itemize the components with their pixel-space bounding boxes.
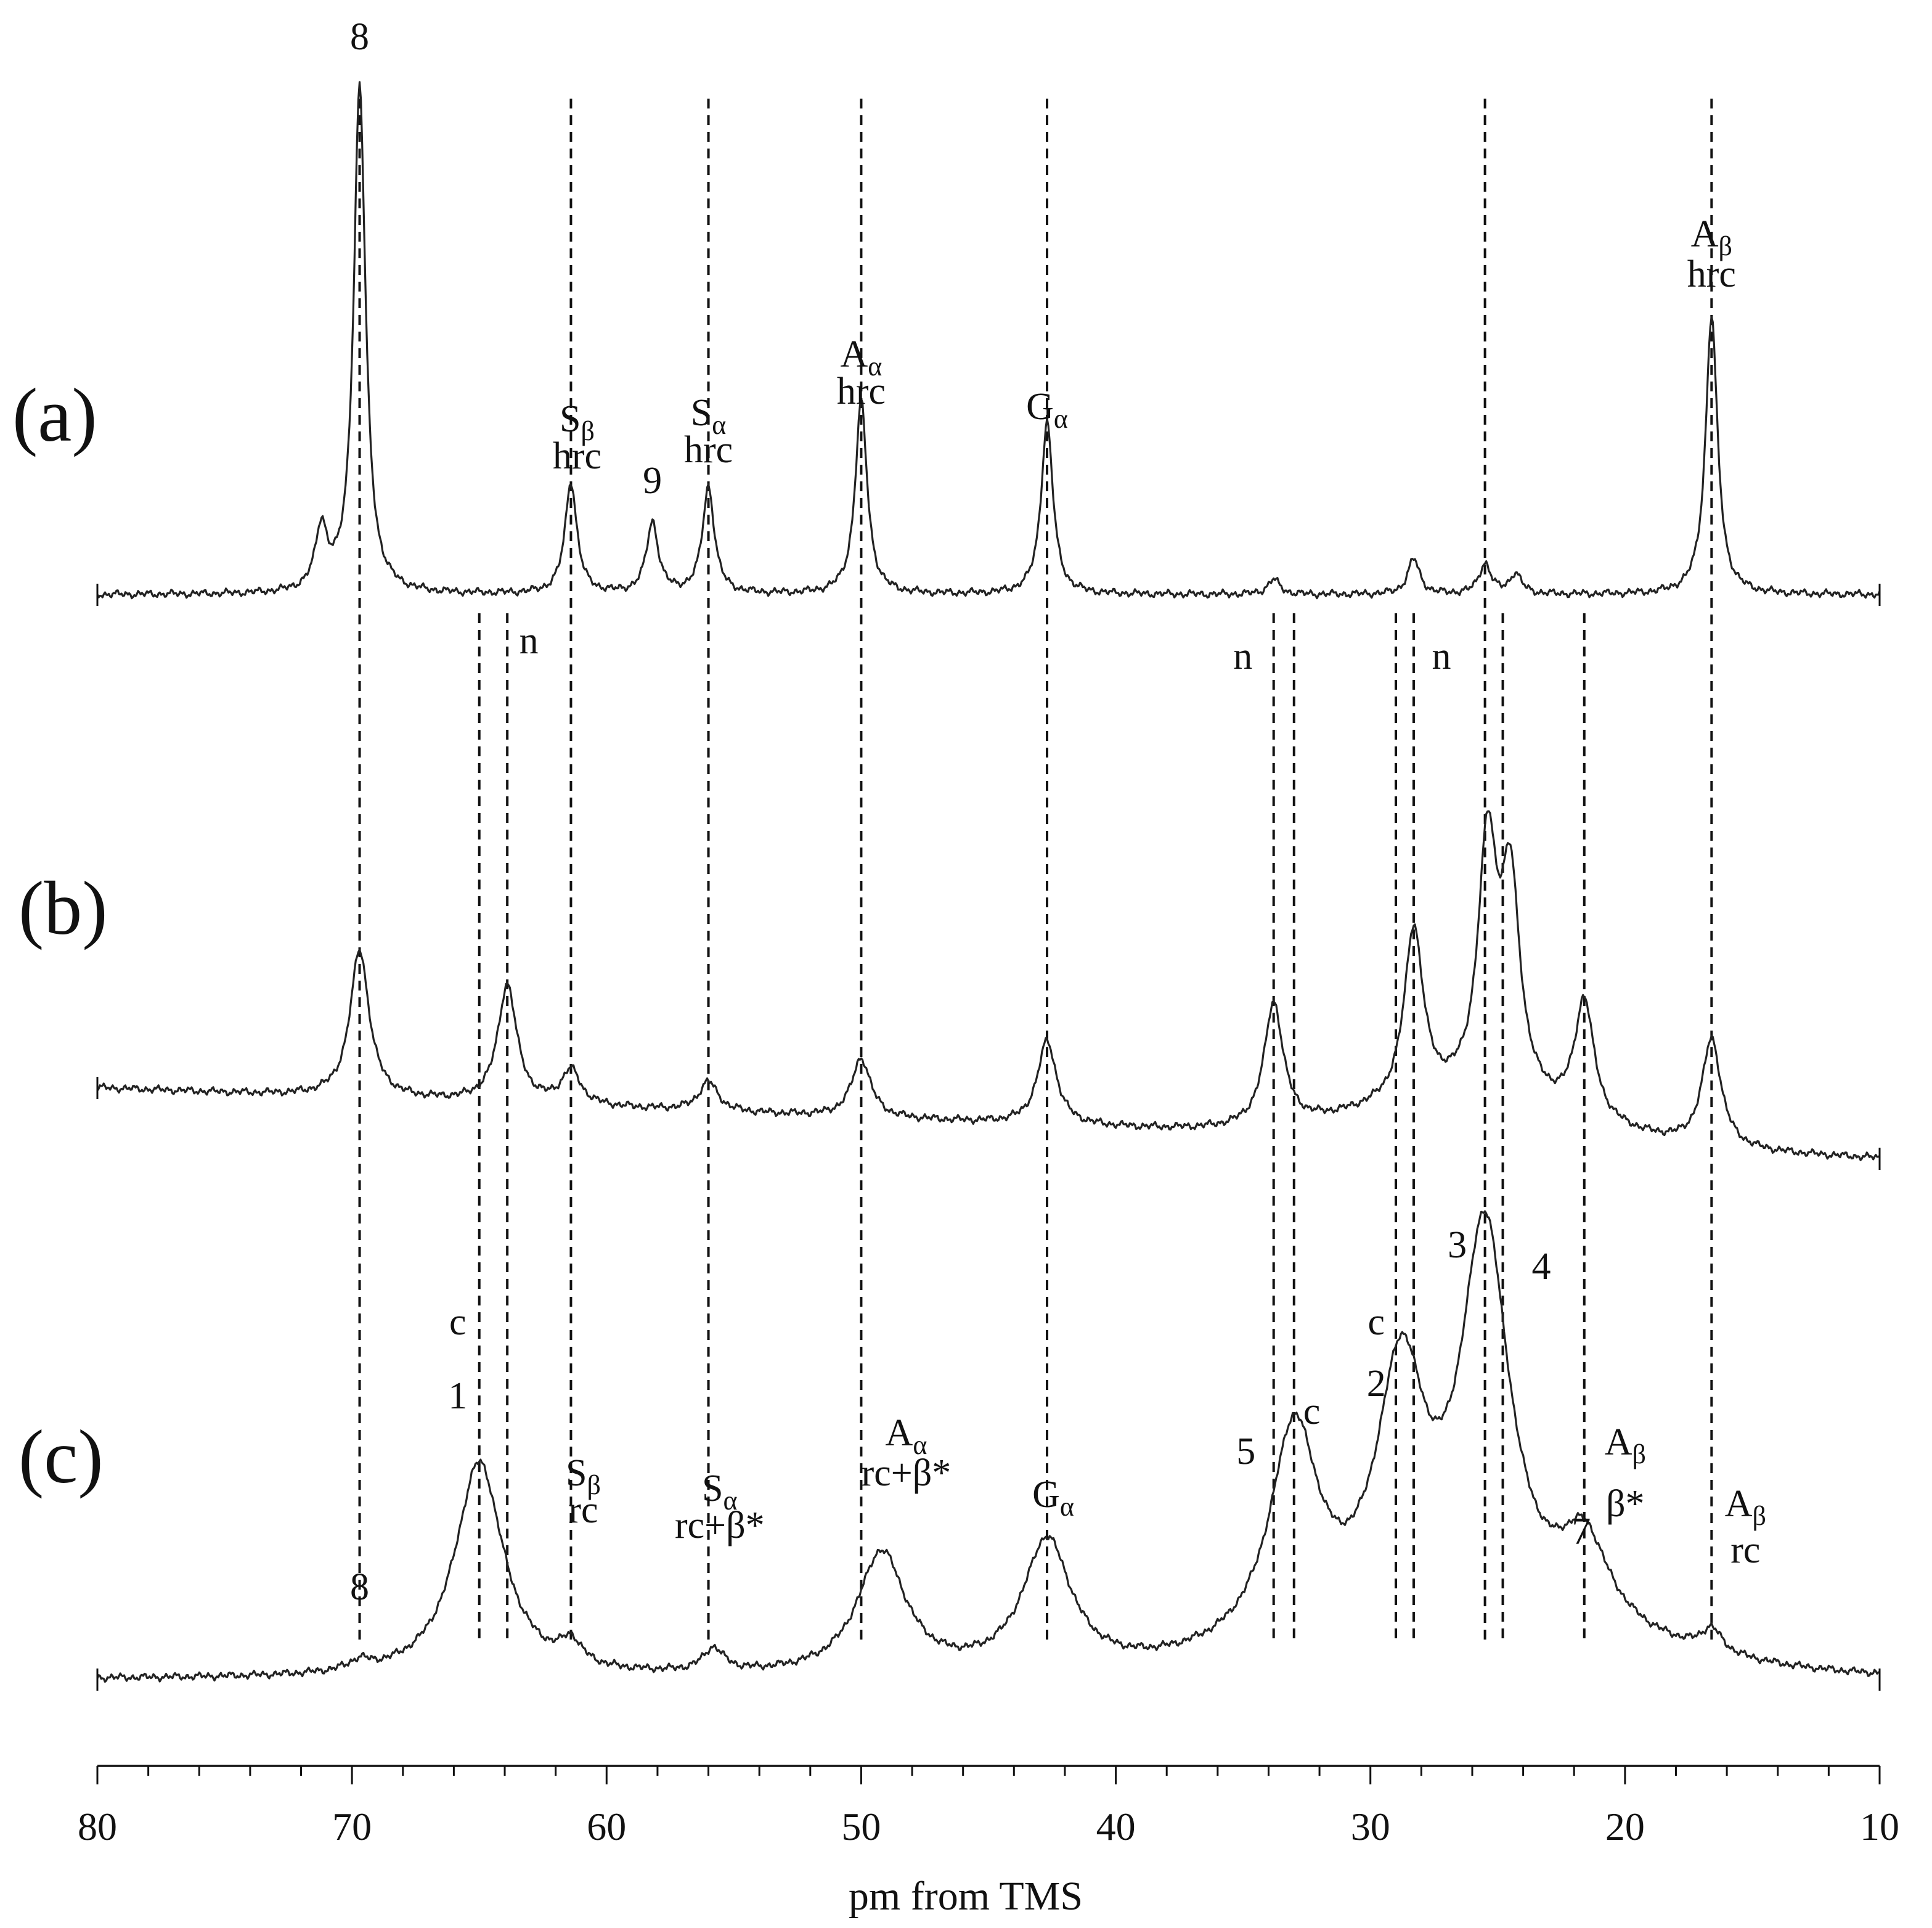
peak-label: n	[1233, 635, 1252, 677]
reference-lines	[358, 99, 1713, 1640]
x-axis-label: pm from TMS	[849, 1874, 1083, 1919]
x-tick-label: 80	[78, 1805, 117, 1848]
peak-label: 2	[1367, 1363, 1386, 1405]
peak-label: 5	[1236, 1431, 1255, 1473]
peak-label: hrc	[684, 429, 733, 471]
peak-label: Gα	[1026, 386, 1068, 434]
peak-label: hrc	[1687, 253, 1736, 295]
peak-label: 4	[1531, 1246, 1551, 1288]
x-tick-label: 30	[1351, 1805, 1390, 1848]
peak-label: hrc	[837, 370, 886, 412]
peak-label: 1	[448, 1375, 467, 1417]
x-tick-label: 50	[841, 1805, 881, 1848]
peak-label: Aβ	[1605, 1421, 1646, 1469]
peak-label: c	[449, 1301, 467, 1343]
x-tick-label: 70	[332, 1805, 372, 1848]
peak-label: n	[1432, 635, 1451, 677]
peak-label: rc	[568, 1489, 598, 1531]
peak-label: c	[1303, 1391, 1321, 1432]
peak-label: 8	[350, 1566, 369, 1608]
peak-label: β*	[1606, 1483, 1645, 1525]
panel-label: (a)	[12, 373, 97, 457]
spectrum-trace-1	[96, 81, 1881, 600]
peak-label: 3	[1448, 1224, 1467, 1266]
peak-label: n	[520, 620, 539, 662]
x-tick-label: 10	[1860, 1805, 1899, 1848]
peak-label: 9	[643, 460, 662, 502]
peak-label: Aβ	[1725, 1483, 1766, 1531]
panel-label: (b)	[18, 866, 108, 950]
x-tick-label: 20	[1605, 1805, 1645, 1848]
x-axis: 80 70 60 50 40 30 20 10	[78, 1765, 1899, 1848]
peak-label: 8	[350, 16, 369, 58]
peak-label: Gα	[1032, 1474, 1074, 1522]
peak-label: 7	[1571, 1511, 1591, 1553]
x-tick-label: 60	[587, 1805, 626, 1848]
spectrum-trace-2	[96, 810, 1880, 1161]
x-tick-label: 40	[1096, 1805, 1136, 1848]
peak-label: hrc	[553, 435, 601, 477]
spectrum-trace-3	[96, 1210, 1880, 1683]
peak-label: rc+β*	[675, 1505, 765, 1546]
spectrum-traces	[96, 81, 1881, 1691]
peak-label: rc+β*	[862, 1452, 952, 1494]
peak-label: c	[1368, 1301, 1385, 1343]
peak-label: rc	[1730, 1529, 1760, 1571]
peak-label: Sα	[702, 1468, 738, 1516]
panel-label: (c)	[18, 1415, 104, 1499]
